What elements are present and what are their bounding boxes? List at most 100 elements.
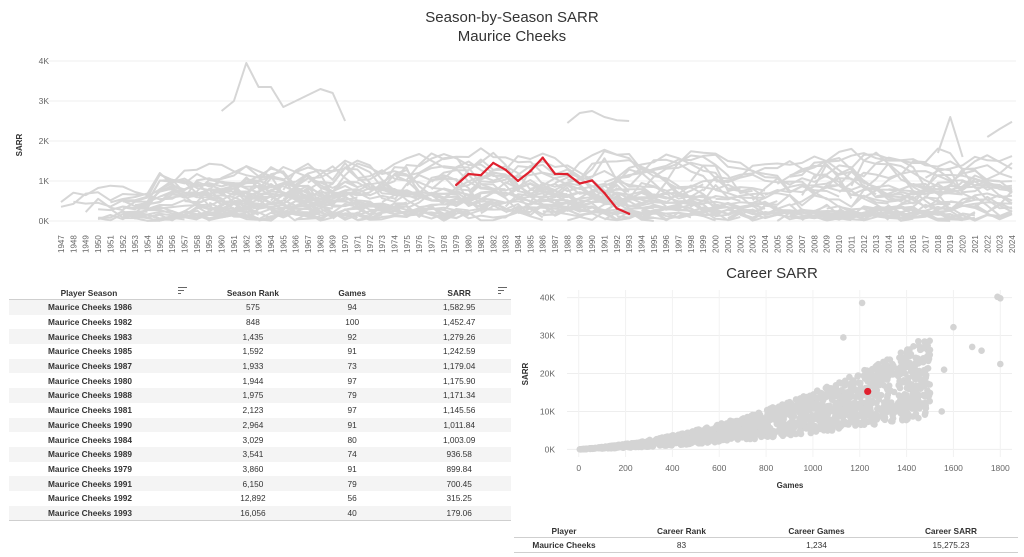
scatter-point xyxy=(921,339,929,346)
header-player[interactable]: Player xyxy=(514,524,614,538)
scatter-point xyxy=(749,430,757,437)
header-player-season[interactable]: Player Season xyxy=(9,286,209,300)
scatter-point xyxy=(926,397,933,405)
background-points xyxy=(576,293,1004,453)
background-line xyxy=(394,147,618,191)
scatter-point xyxy=(836,403,843,411)
table-row[interactable]: Maurice Cheeks 1981 2,123 97 1,145.56 xyxy=(9,403,511,418)
cell-games: 91 xyxy=(347,346,357,357)
highlight-point xyxy=(479,173,483,177)
background-line xyxy=(73,188,259,211)
x-tick-label: 1956 xyxy=(168,235,177,253)
table-row[interactable]: Maurice Cheeks 1980 1,944 97 1,175.90 xyxy=(9,373,511,388)
table-row[interactable]: Maurice Cheeks 1992 12,892 56 315.25 xyxy=(9,491,511,506)
y-tick-label: 2K xyxy=(39,136,50,146)
cell-sarr: 1,452.47 xyxy=(443,317,476,328)
career-table: Player Career Rank Career Games Career S… xyxy=(514,524,1018,553)
scatter-point xyxy=(840,334,847,341)
scatter-point xyxy=(808,425,815,433)
cell-career-games: 1,234 xyxy=(749,537,884,553)
scatter-point xyxy=(716,430,723,437)
scatter-point xyxy=(832,382,840,389)
header-season-rank[interactable]: Season Rank xyxy=(208,286,297,300)
x-tick-label: 1985 xyxy=(526,235,535,253)
scatter-point xyxy=(822,392,829,400)
table-row[interactable]: Maurice Cheeks 1979 3,860 91 899.84 xyxy=(9,462,511,477)
table-row[interactable]: Maurice Cheeks 1993 16,056 40 179.06 xyxy=(9,505,511,522)
background-line xyxy=(295,180,445,209)
scatter-point xyxy=(914,356,922,363)
x-tick-label: 2022 xyxy=(983,235,992,253)
table-row[interactable]: Maurice Cheeks 1989 3,541 74 936.58 xyxy=(9,446,511,462)
background-line xyxy=(282,166,482,202)
cell-sarr: 179.06 xyxy=(407,505,511,522)
x-tick-label: 2004 xyxy=(761,235,770,253)
scatter-point xyxy=(711,438,719,446)
scatter-point xyxy=(908,381,915,388)
cell-sarr: 899.84 xyxy=(446,463,472,474)
table-row[interactable]: Maurice Cheeks 1991 6,150 79 700.45 xyxy=(9,476,511,491)
scatter-point xyxy=(841,395,848,403)
scatter-point xyxy=(889,371,896,378)
sort-icon[interactable] xyxy=(498,287,507,295)
header-career-sarr[interactable]: Career SARR xyxy=(884,524,1018,538)
header-career-rank[interactable]: Career Rank xyxy=(614,524,749,538)
x-tick-label: 2018 xyxy=(934,235,943,253)
background-line xyxy=(418,177,494,207)
table-row[interactable]: Maurice Cheeks 1986 575 94 1,582.95 xyxy=(9,299,511,315)
scatter-point xyxy=(923,365,931,372)
scatter-point xyxy=(757,425,765,432)
scatter-point xyxy=(734,436,742,443)
background-line xyxy=(603,210,692,222)
scatter-point xyxy=(914,373,922,380)
scatter-point xyxy=(836,422,844,429)
cell-player: Maurice Cheeks 1983 xyxy=(9,329,209,345)
table-row[interactable]: Maurice Cheeks 1984 3,029 80 1,003.09 xyxy=(9,432,511,447)
scatter-point xyxy=(900,361,908,368)
table-row[interactable]: Maurice Cheeks 83 1,234 15,275.23 xyxy=(514,537,1018,553)
career-scatter-chart[interactable]: 0K 10K 20K 30K 40K 0 200 400 600 800 1000 1200 1400 1… xyxy=(520,284,1024,494)
scatter-point xyxy=(816,407,824,415)
table-row[interactable]: Maurice Cheeks 1990 2,964 91 1,011.84 xyxy=(9,417,511,433)
scatter-point xyxy=(880,358,887,366)
scatter-point xyxy=(901,391,908,399)
x-tick-label: 1989 xyxy=(576,235,585,253)
header-career-games[interactable]: Career Games xyxy=(749,524,884,538)
cell-rank: 3,541 xyxy=(208,446,297,462)
x-tick-label: 1968 xyxy=(316,235,325,253)
background-line xyxy=(542,193,766,216)
header-sarr[interactable]: SARR xyxy=(407,286,511,300)
scatter-point xyxy=(816,425,824,433)
x-tick-label: 1959 xyxy=(205,235,214,253)
x-tick-label: 1948 xyxy=(69,235,78,253)
x-tick-label: 1000 xyxy=(803,463,822,473)
season-table: Player Season Season Rank Games SARR Mau… xyxy=(9,286,511,522)
x-tick-label: 1999 xyxy=(699,235,708,253)
x-tick-label: 200 xyxy=(618,463,632,473)
scatter-point xyxy=(797,395,804,402)
x-tick-label: 1967 xyxy=(304,235,313,253)
table-row[interactable]: Maurice Cheeks 1985 1,592 91 1,242.59 xyxy=(9,344,511,359)
table-row[interactable]: Maurice Cheeks 1987 1,933 73 1,179.04 xyxy=(9,358,511,374)
chart-subtitle: Maurice Cheeks xyxy=(457,28,567,45)
highlight-point xyxy=(455,183,458,187)
scatter-point xyxy=(903,384,911,392)
scatter-point xyxy=(921,381,929,389)
scatter-point xyxy=(656,439,663,446)
table-row[interactable]: Maurice Cheeks 1988 1,975 79 1,171.34 xyxy=(9,388,511,403)
scatter-point xyxy=(833,413,840,420)
sort-icon[interactable] xyxy=(177,287,187,295)
cell-rank: 1,933 xyxy=(208,358,297,374)
background-line xyxy=(591,157,630,192)
x-tick-label: 1997 xyxy=(675,235,684,253)
table-row[interactable]: Maurice Cheeks 1983 1,435 92 1,279.26 xyxy=(9,329,511,345)
cell-sarr: 1,582.95 xyxy=(407,299,511,315)
table-row[interactable]: Maurice Cheeks 1982 848 100 1,452.47 xyxy=(9,315,511,330)
x-tick-label: 1954 xyxy=(143,235,152,253)
header-games[interactable]: Games xyxy=(297,286,408,300)
x-tick-label: 1950 xyxy=(94,235,103,253)
career-sarr-title: Career SARR xyxy=(726,265,818,282)
scatter-point xyxy=(887,387,894,394)
x-tick-label: 2017 xyxy=(922,235,931,253)
